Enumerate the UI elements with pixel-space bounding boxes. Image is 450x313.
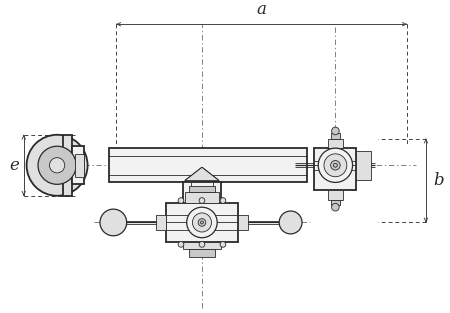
Bar [189,186,215,192]
Text: a: a [256,1,266,18]
Text: e: e [9,157,19,174]
Bar [238,215,248,230]
Circle shape [332,203,339,211]
Bar [331,133,340,139]
Bar [315,148,356,190]
Text: b: b [433,172,444,189]
Bar [331,200,340,205]
Bar [63,135,72,196]
Circle shape [201,221,203,224]
Circle shape [318,148,352,182]
Bar [75,154,84,177]
Bar [72,146,84,184]
Bar [183,182,221,218]
Circle shape [187,207,217,238]
Circle shape [38,146,76,184]
Bar [108,148,307,182]
Circle shape [332,127,339,135]
Circle shape [324,154,347,177]
Circle shape [199,242,205,247]
Bar [183,242,221,249]
Polygon shape [185,167,219,181]
Circle shape [27,135,88,196]
Circle shape [193,213,212,232]
Circle shape [199,198,205,203]
Circle shape [333,163,338,167]
Bar [166,203,238,242]
Bar [328,139,343,148]
Circle shape [198,219,206,226]
Bar [356,151,371,180]
Text: c: c [42,145,51,162]
Circle shape [220,242,226,247]
Bar [185,192,219,203]
Circle shape [50,158,65,173]
Circle shape [178,198,184,203]
Bar [328,190,343,200]
Circle shape [331,161,340,170]
Bar [156,215,166,230]
Circle shape [220,198,226,203]
Circle shape [100,209,126,236]
Bar [189,249,215,257]
Circle shape [178,242,184,247]
Circle shape [279,211,302,234]
